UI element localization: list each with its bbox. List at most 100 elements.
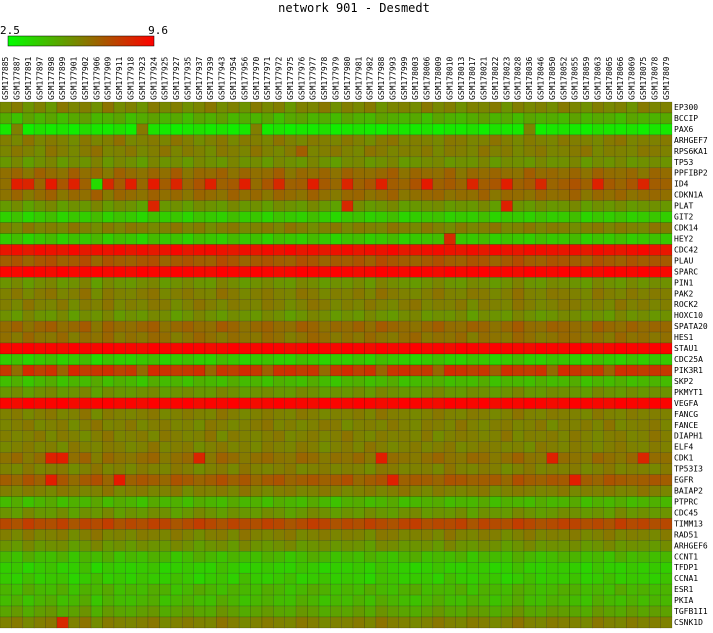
heatmap-cell	[569, 408, 582, 421]
heatmap-cell	[330, 485, 342, 497]
heatmap-cell	[68, 156, 80, 169]
heatmap-cell	[147, 594, 160, 607]
heatmap-cell	[443, 364, 456, 377]
column-label: GSM177898	[47, 56, 56, 100]
heatmap-cell	[238, 507, 251, 519]
heatmap-cell	[557, 353, 570, 366]
heatmap-cell	[387, 156, 399, 169]
heatmap-cell	[181, 255, 194, 267]
heatmap-cell	[193, 496, 206, 508]
heatmap-cell	[159, 518, 172, 530]
heatmap-cell	[68, 397, 80, 410]
heatmap-cell	[364, 375, 377, 388]
heatmap-cell	[478, 211, 491, 223]
heatmap-cell	[56, 430, 69, 442]
heatmap-cell	[523, 408, 536, 421]
heatmap-cell	[500, 496, 513, 508]
heatmap-cell	[238, 244, 251, 256]
heatmap-cell	[569, 178, 582, 190]
heatmap-cell	[432, 452, 445, 464]
heatmap-cell	[409, 397, 422, 410]
heatmap-cell	[626, 101, 639, 114]
heatmap-cell	[443, 222, 456, 234]
heatmap-cell	[102, 299, 115, 311]
heatmap-cell	[580, 266, 593, 278]
heatmap-cell	[0, 342, 12, 355]
heatmap-cell	[500, 562, 513, 574]
heatmap-cell	[398, 551, 411, 563]
heatmap-cell	[79, 408, 92, 421]
heatmap-cell	[0, 255, 12, 267]
heatmap-cell	[193, 320, 206, 333]
heatmap-cell	[0, 309, 12, 322]
heatmap-cell	[580, 397, 593, 410]
heatmap-cell	[204, 518, 217, 530]
heatmap-cell	[79, 342, 92, 355]
heatmap-cell	[421, 583, 434, 596]
heatmap-cell	[33, 233, 46, 245]
heatmap-cell	[90, 211, 103, 223]
heatmap-cell	[546, 244, 559, 256]
heatmap-cell	[432, 616, 445, 629]
heatmap-cell	[250, 551, 263, 563]
heatmap-cell	[261, 419, 274, 431]
heatmap-cell	[637, 123, 650, 136]
heatmap-cell	[250, 540, 263, 552]
heatmap-cell	[261, 309, 274, 322]
heatmap-cell	[341, 583, 354, 596]
column-label: GSM178059	[582, 56, 591, 100]
heatmap-cell	[398, 452, 411, 464]
heatmap-cell	[455, 178, 468, 190]
heatmap-cell	[250, 583, 263, 596]
heatmap-cell	[113, 485, 126, 497]
heatmap-cell	[432, 233, 445, 245]
heatmap-cell	[193, 189, 206, 201]
heatmap-cell	[318, 342, 331, 355]
column-label: GSM177975	[286, 56, 295, 100]
heatmap-cell	[341, 496, 354, 508]
heatmap-cell	[535, 309, 547, 322]
heatmap-cell	[466, 485, 479, 497]
heatmap-cell	[592, 233, 604, 245]
heatmap-cell	[387, 178, 399, 190]
heatmap-cell	[478, 222, 491, 234]
heatmap-cell	[159, 616, 172, 629]
heatmap-cell	[626, 551, 639, 563]
heatmap-cell	[33, 562, 46, 574]
heatmap-cell	[398, 518, 411, 530]
heatmap-cell	[0, 419, 12, 431]
heatmap-cell	[580, 562, 593, 574]
heatmap-cell	[387, 463, 399, 475]
heatmap-cell	[466, 211, 479, 223]
heatmap-cell	[432, 375, 445, 388]
heatmap-cell	[22, 200, 35, 212]
heatmap-cell	[489, 540, 502, 552]
heatmap-cell	[261, 397, 274, 410]
heatmap-cell	[637, 222, 650, 234]
row-label: CSNK1D	[674, 618, 703, 627]
heatmap-cell	[318, 112, 331, 125]
heatmap-cell	[466, 397, 479, 410]
heatmap-cell	[580, 178, 593, 190]
heatmap-cell	[330, 189, 342, 201]
heatmap-cell	[45, 605, 58, 618]
heatmap-cell	[648, 507, 661, 519]
heatmap-cell	[364, 233, 377, 245]
heatmap-cell	[614, 474, 627, 486]
heatmap-cell	[295, 178, 308, 190]
heatmap-cell	[90, 474, 103, 486]
heatmap-cell	[193, 134, 206, 147]
heatmap-cell	[170, 309, 183, 322]
heatmap-cell	[443, 189, 456, 201]
heatmap-cell	[250, 167, 263, 179]
heatmap-cell	[557, 266, 570, 278]
heatmap-cell	[421, 353, 434, 366]
heatmap-cell	[261, 572, 274, 585]
heatmap-cell	[421, 616, 434, 629]
heatmap-cell	[79, 277, 92, 289]
heatmap-cell	[11, 101, 24, 114]
heatmap-cell	[535, 211, 547, 223]
heatmap-cell	[147, 518, 160, 530]
heatmap-cell	[11, 167, 24, 179]
heatmap-cell	[113, 134, 126, 147]
